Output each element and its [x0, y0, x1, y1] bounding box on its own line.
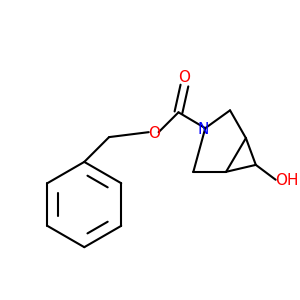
Text: O: O: [178, 70, 190, 85]
Text: OH: OH: [275, 173, 298, 188]
Text: O: O: [148, 126, 160, 141]
Text: N: N: [198, 122, 209, 137]
